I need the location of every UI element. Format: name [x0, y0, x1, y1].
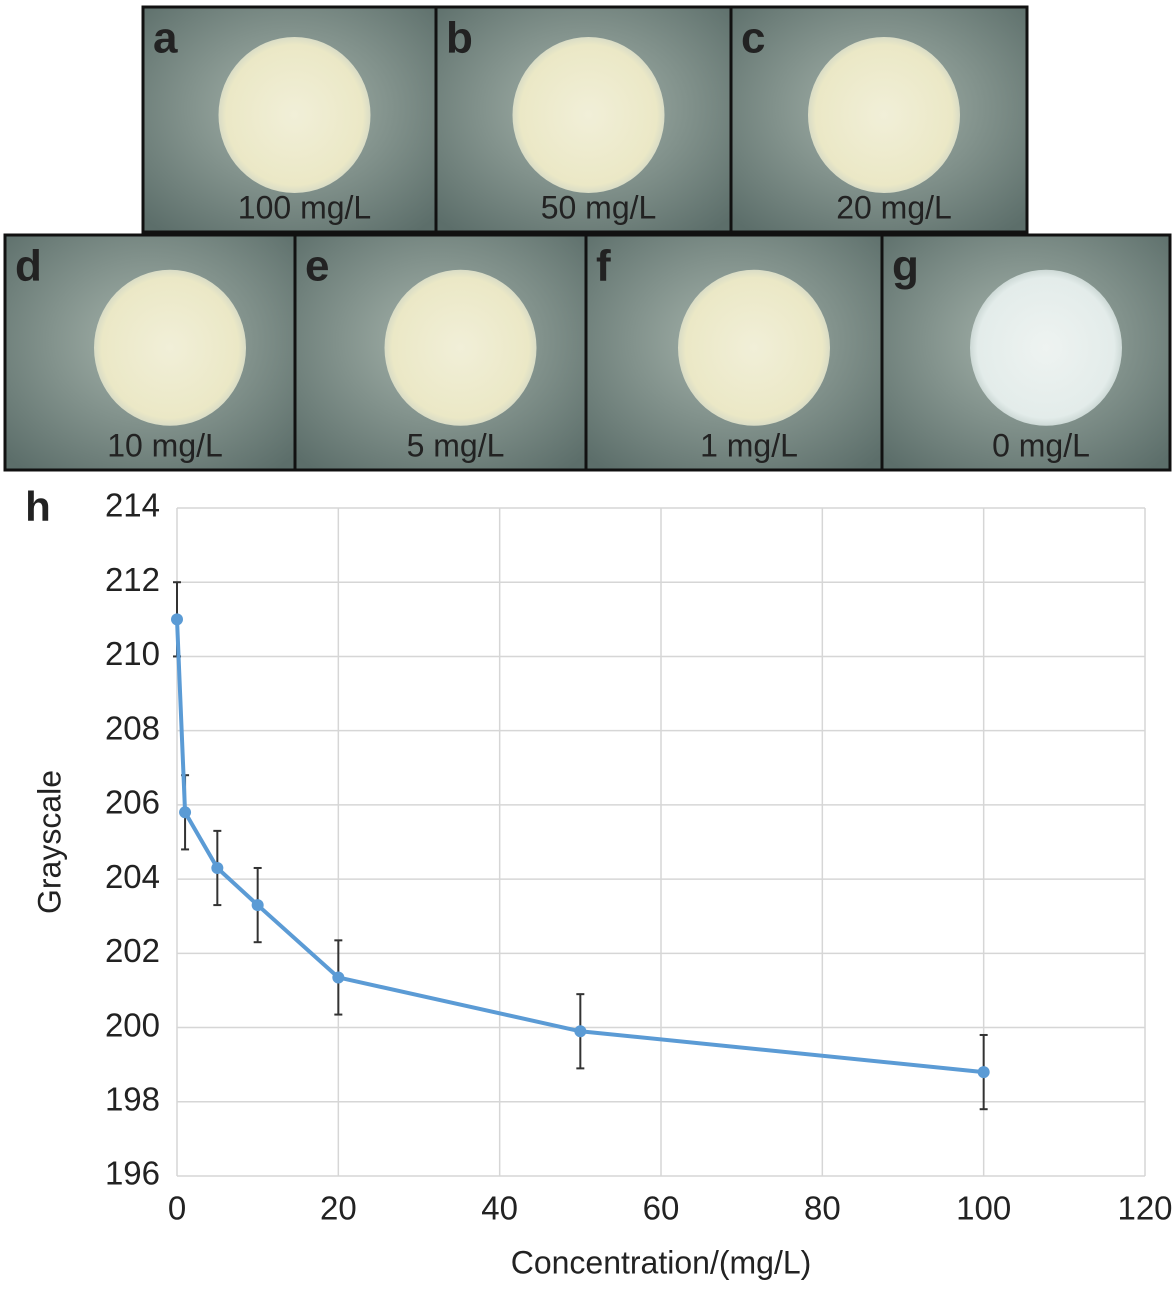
y-tick-label: 202	[105, 932, 160, 969]
y-tick-label: 198	[105, 1080, 160, 1117]
concentration-label: 20 mg/L	[836, 189, 952, 225]
x-tick-label: 0	[168, 1190, 186, 1227]
concentration-label: 100 mg/L	[238, 189, 371, 225]
y-tick-label: 200	[105, 1006, 160, 1043]
y-tick-label: 196	[105, 1155, 160, 1192]
panel-label: g	[892, 242, 919, 291]
data-point	[574, 1025, 587, 1038]
y-tick-label: 204	[105, 858, 160, 895]
x-tick-label: 120	[1117, 1190, 1172, 1227]
panel-label: b	[446, 14, 473, 63]
test-spot	[94, 269, 246, 426]
concentration-label: 5 mg/L	[407, 427, 505, 463]
x-tick-label: 40	[481, 1190, 518, 1227]
panel-label: c	[741, 14, 765, 63]
y-axis-label: Grayscale	[31, 770, 67, 914]
x-tick-label: 100	[956, 1190, 1011, 1227]
data-point	[171, 613, 183, 626]
test-spot	[512, 37, 665, 193]
test-spot	[970, 269, 1122, 426]
y-tick-label: 210	[105, 635, 160, 672]
panel-label: h	[25, 483, 51, 530]
x-axis-label: Concentration/(mg/L)	[511, 1244, 812, 1280]
x-tick-label: 80	[804, 1190, 841, 1227]
panel-label: a	[153, 14, 178, 63]
x-tick-label: 20	[320, 1190, 357, 1227]
photo-panels: a 100 mg/L b 50 mg/L c 20 mg/L d 10 mg/L e 5 mg/L…	[3, 5, 1172, 472]
test-spot	[218, 37, 371, 193]
data-point	[332, 971, 345, 984]
test-spot	[808, 37, 960, 193]
concentration-label: 50 mg/L	[541, 189, 657, 225]
data-point	[179, 806, 192, 819]
chart: h Grayscale Concentration/(mg/L) 196 198 2…	[25, 483, 1172, 1280]
data-point	[977, 1066, 990, 1079]
y-tick-label: 212	[105, 561, 160, 598]
test-spot	[384, 269, 537, 426]
concentration-label: 0 mg/L	[992, 427, 1090, 463]
panel-label: e	[305, 242, 329, 291]
x-tick-label: 60	[643, 1190, 680, 1227]
y-tick-label: 208	[105, 709, 160, 746]
concentration-label: 1 mg/L	[700, 427, 798, 463]
y-tick-label: 206	[105, 784, 160, 821]
data-point	[211, 861, 224, 874]
concentration-label: 10 mg/L	[107, 427, 223, 463]
data-point	[251, 899, 264, 912]
panel-label: f	[596, 242, 611, 291]
panel-label: d	[15, 242, 42, 291]
test-spot	[678, 269, 830, 426]
y-tick-label: 214	[105, 487, 160, 524]
